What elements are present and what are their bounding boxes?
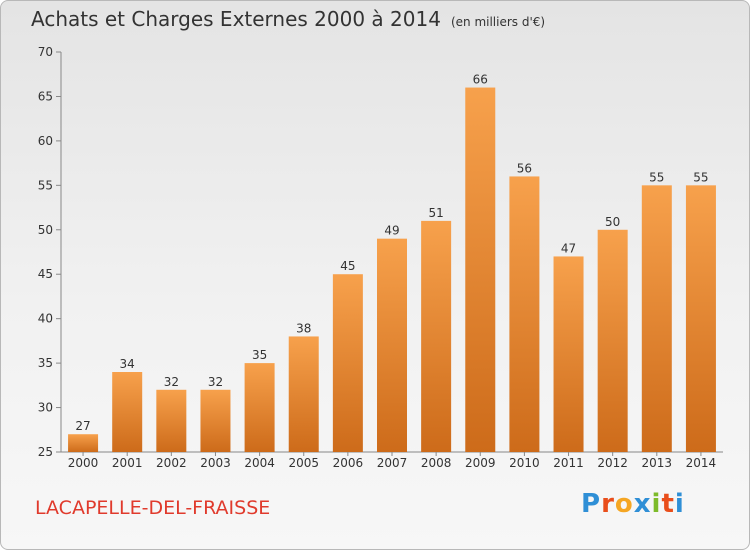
logo-letter: i [674, 489, 685, 519]
logo-letter: o [614, 489, 634, 519]
x-tick-label: 2004 [244, 456, 275, 470]
x-tick-label: 2001 [112, 456, 143, 470]
bar-value-label: 35 [252, 348, 267, 362]
bar [597, 229, 628, 452]
bar-value-label: 51 [428, 206, 443, 220]
y-tick-label: 65 [38, 89, 53, 103]
bar [156, 389, 187, 452]
bar-value-label: 27 [75, 419, 90, 433]
y-tick-label: 40 [38, 312, 53, 326]
y-tick-label: 70 [38, 45, 53, 59]
bar [112, 372, 143, 452]
y-tick-label: 50 [38, 223, 53, 237]
bar-value-label: 32 [164, 375, 179, 389]
bar-value-label: 49 [384, 224, 399, 238]
x-tick-label: 2014 [686, 456, 717, 470]
logo-letter: t [661, 489, 675, 519]
x-tick-label: 2000 [68, 456, 99, 470]
chart-title: Achats et Charges Externes 2000 à 2014 (e… [31, 7, 545, 31]
bar [465, 87, 496, 453]
bar [685, 185, 716, 453]
x-tick-label: 2003 [200, 456, 231, 470]
bar [641, 185, 672, 453]
bar-value-label: 47 [561, 241, 576, 255]
bar [244, 363, 275, 452]
bar-value-label: 38 [296, 321, 311, 335]
x-tick-label: 2002 [156, 456, 187, 470]
bar-value-label: 55 [649, 170, 664, 184]
bar [200, 389, 231, 452]
y-tick-label: 55 [38, 178, 53, 192]
logo-letter: P [581, 489, 602, 519]
x-tick-label: 2007 [377, 456, 408, 470]
x-tick-label: 2011 [553, 456, 584, 470]
x-tick-label: 2008 [421, 456, 452, 470]
bar-value-label: 32 [208, 375, 223, 389]
bar [421, 220, 452, 452]
bar-value-label: 34 [120, 357, 135, 371]
title-unit: (en milliers d'€) [450, 15, 546, 29]
bar [509, 176, 540, 452]
bar-value-label: 56 [517, 161, 532, 175]
x-tick-label: 2006 [333, 456, 364, 470]
bar-value-label: 66 [473, 73, 488, 87]
bar [377, 238, 407, 452]
y-tick-label: 30 [38, 401, 53, 415]
bar-value-label: 55 [693, 170, 708, 184]
y-tick-label: 35 [38, 356, 53, 370]
bar-value-label: 45 [340, 259, 355, 273]
proxiti-logo: Proxiti [581, 489, 685, 519]
bar [553, 256, 584, 452]
y-tick-label: 25 [38, 445, 53, 459]
bar [288, 336, 319, 452]
x-tick-label: 2009 [465, 456, 496, 470]
logo-letter: r [601, 489, 615, 519]
x-tick-label: 2010 [509, 456, 540, 470]
bar [68, 434, 99, 452]
logo-letter: x [633, 489, 652, 519]
y-tick-label: 60 [38, 134, 53, 148]
bar-value-label: 50 [605, 215, 620, 229]
x-tick-label: 2013 [642, 456, 673, 470]
x-tick-label: 2012 [597, 456, 628, 470]
title-main: Achats et Charges Externes 2000 à 2014 [31, 7, 441, 31]
logo-letter: i [651, 489, 662, 519]
x-tick-label: 2005 [288, 456, 319, 470]
commune-name: LACAPELLE-DEL-FRAISSE [35, 497, 271, 519]
y-tick-label: 45 [38, 267, 53, 281]
bar [332, 274, 363, 452]
